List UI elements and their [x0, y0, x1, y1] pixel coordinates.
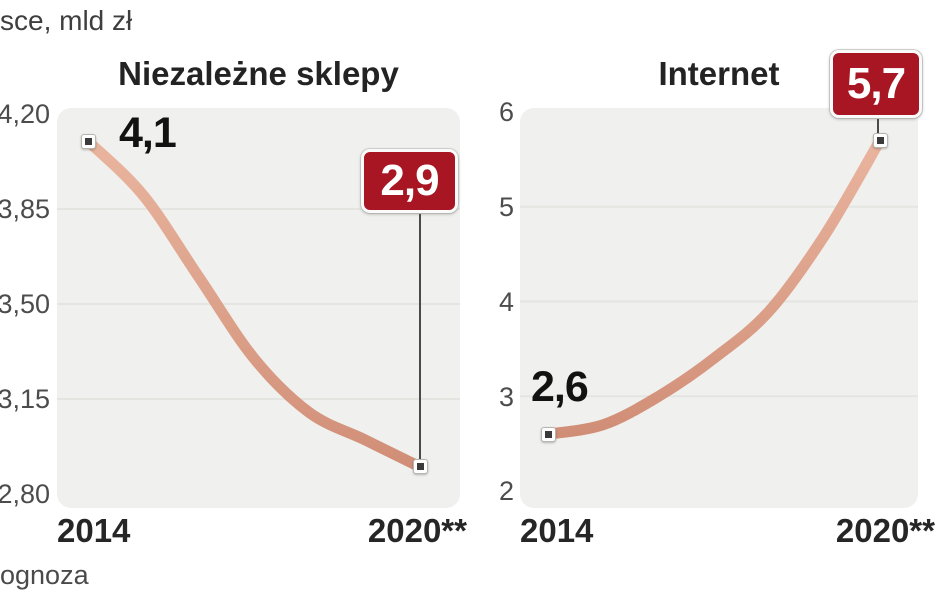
data-point-marker-end: [412, 459, 428, 475]
y-axis-tick-label: 2,80: [0, 479, 50, 509]
y-axis-tick-label: 4: [498, 287, 514, 317]
x-axis-label-end: 2020**: [367, 512, 467, 549]
start-value-label: 4,1: [119, 109, 177, 157]
y-axis-tick-label: 2: [498, 476, 514, 506]
y-axis-tick-label: 6: [498, 97, 514, 127]
trend-line-svg: [520, 134, 918, 440]
data-point-marker-start: [540, 426, 556, 442]
x-axis-label-start: 2014: [57, 512, 131, 549]
y-axis-tick-label: 3,15: [0, 384, 50, 414]
end-value-badge: 2,9: [361, 149, 458, 213]
x-axis-label-start: 2014: [520, 512, 594, 549]
trend-line-path: [542, 134, 886, 440]
data-point-marker-start: [80, 133, 96, 149]
y-axis-tick-label: 5: [498, 192, 514, 222]
footnote-fragment: ognoza: [0, 560, 89, 590]
leader-line: [877, 116, 879, 142]
chart-title: Internet: [658, 55, 780, 92]
y-axis-tick-label: 3,85: [0, 194, 50, 224]
start-value-label: 2,6: [531, 363, 589, 411]
chart-supertitle-fragment: sce, mld zł: [0, 5, 133, 36]
end-value-badge: 5,7: [830, 50, 922, 118]
plot-area: [520, 108, 918, 508]
y-axis-tick-label: 4,20: [0, 99, 50, 129]
chart-title: Niezależne sklepy: [118, 55, 399, 92]
y-axis-tick-label: 3,50: [0, 289, 50, 319]
trend-line-path: [82, 135, 426, 473]
data-point-marker-end: [872, 132, 888, 148]
y-axis-tick-label: 3: [498, 382, 514, 412]
x-axis-label-end: 2020**: [835, 512, 935, 549]
leader-line: [419, 210, 421, 469]
trend-line-svg: [57, 135, 460, 473]
